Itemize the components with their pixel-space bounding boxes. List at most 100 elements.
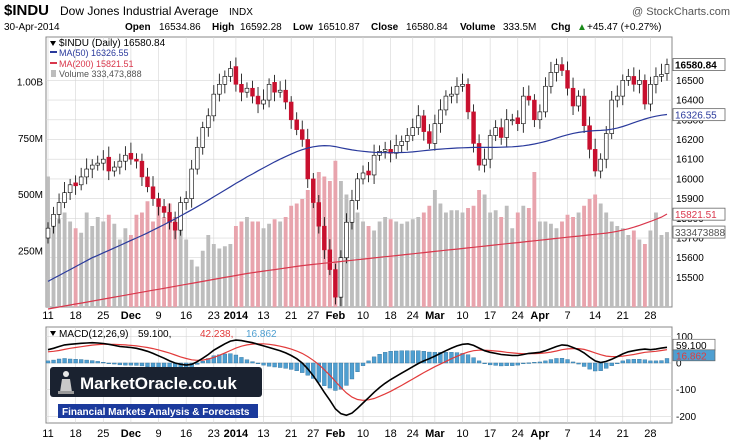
candle-up [183, 198, 189, 203]
macd-histogram-bar [338, 362, 344, 390]
change-arrow: ▲ [577, 22, 587, 33]
macd-histogram-bar [377, 354, 382, 364]
volume-axis: 250M 500M 750M 1.00B [17, 78, 43, 258]
volume-bar [416, 217, 421, 307]
candle-up [410, 127, 416, 136]
macd-histogram-bar [554, 358, 559, 364]
date-tick-label: 18 [70, 428, 82, 440]
candle-down [631, 76, 637, 85]
macd-histogram-bar [482, 362, 487, 365]
watermark-banner [50, 367, 262, 397]
volume-bar [598, 203, 603, 307]
date-tick-label: 9 [155, 310, 161, 322]
volume-bar [117, 239, 122, 307]
volume-bar [427, 205, 432, 307]
candle-down [150, 186, 156, 199]
quote-date: 30-Apr-2014 [4, 22, 60, 33]
candle-down [570, 87, 576, 107]
candle-up [504, 119, 509, 138]
volume-bar [383, 217, 388, 307]
date-tick-label: 24 [407, 428, 419, 440]
macd-histogram [45, 350, 670, 391]
macd-histogram-bar [631, 359, 636, 364]
macd-histogram-bar [416, 350, 421, 364]
candle-up [620, 80, 626, 97]
candle-down [476, 143, 482, 166]
macd-histogram-bar [62, 358, 67, 364]
volume-bar [471, 205, 476, 307]
date-tick-label: 14 [589, 428, 601, 440]
close-value: 16580.84 [406, 22, 448, 33]
volume-bar [543, 221, 548, 307]
date-tick-label: 21 [617, 428, 629, 440]
macd-histogram-bar [311, 362, 316, 379]
volume-bar [515, 212, 520, 307]
volume-bar [206, 235, 211, 307]
macd-histogram-bar [382, 352, 388, 364]
volume-bar [184, 239, 189, 307]
volume-bar [460, 212, 465, 307]
macd-axis: -200 -100 0 100 [676, 332, 696, 423]
candle-up [277, 89, 283, 93]
candle-up [576, 95, 581, 107]
candle-down [250, 87, 255, 97]
macd-histogram-bar [510, 362, 515, 366]
volume-bar [631, 230, 636, 307]
volume-bar [648, 230, 653, 307]
macd-histogram-bar [333, 362, 338, 391]
macd-value-tag-box [672, 349, 716, 362]
candle-up [405, 135, 410, 142]
macd-histogram-bar [626, 359, 631, 364]
candle-up [460, 83, 465, 87]
macd-histogram-bar [239, 357, 244, 364]
volume-bar [615, 226, 620, 307]
legend-ma50: MA(50) 16326.55 [59, 48, 129, 58]
macd-histogram-bar [322, 362, 327, 386]
macd-histogram-bar [581, 362, 587, 367]
macd-legend-label: MACD(12,26,9) [59, 329, 128, 340]
volume-bar [504, 205, 509, 307]
macd-histogram-bar [615, 362, 620, 365]
macd-histogram-bar [355, 362, 360, 373]
volume-bars [46, 160, 669, 307]
macd-histogram-bar [471, 357, 476, 364]
macd-legend-signal: 42.238, [200, 329, 233, 340]
volume-bar [123, 228, 128, 307]
volume-bar [438, 203, 443, 307]
candle-up [112, 166, 117, 172]
macd-histogram-bar [228, 353, 233, 364]
price-tick-label: 16100 [676, 155, 704, 166]
volume-bar [549, 223, 553, 307]
date-tick-label: 18 [385, 428, 397, 440]
date-tick-label: 13 [257, 428, 269, 440]
legend-price: $INDU (Daily) 16580.84 [59, 38, 166, 49]
volume-bar [195, 266, 200, 307]
volume-bar [51, 217, 56, 307]
volume-bar [443, 212, 448, 307]
macd-histogram-bar [664, 358, 670, 364]
macd-histogram-bar [598, 362, 603, 371]
volume-bar [294, 203, 299, 307]
candle-up [603, 133, 609, 160]
date-axis-top: 11 18 25 Dec 9 16 23 2014 13 21 27 Feb 10 18 24 Mar 10 17… [42, 310, 656, 322]
candle-up [543, 85, 548, 113]
volume-bar [526, 208, 531, 307]
candle-up [84, 168, 89, 178]
change-value: +45.47 (+0.27%) [587, 22, 662, 33]
candle-up [510, 119, 515, 122]
candle-up [89, 164, 95, 170]
close-label: Close [371, 22, 399, 33]
macd-histogram-bar [604, 362, 609, 369]
candle-down [283, 89, 288, 103]
volume-bar [90, 226, 95, 307]
macd-tick-label: 0 [676, 359, 682, 370]
volume-bar [167, 203, 172, 307]
candle-up [454, 85, 460, 95]
macd-histogram-bar [537, 361, 543, 364]
macd-legend-hist: 16.862 [246, 329, 277, 340]
candle-up [377, 151, 382, 156]
candle-up [554, 64, 559, 73]
price-axis: 1550015600157001580015900160001610016200… [676, 76, 704, 284]
